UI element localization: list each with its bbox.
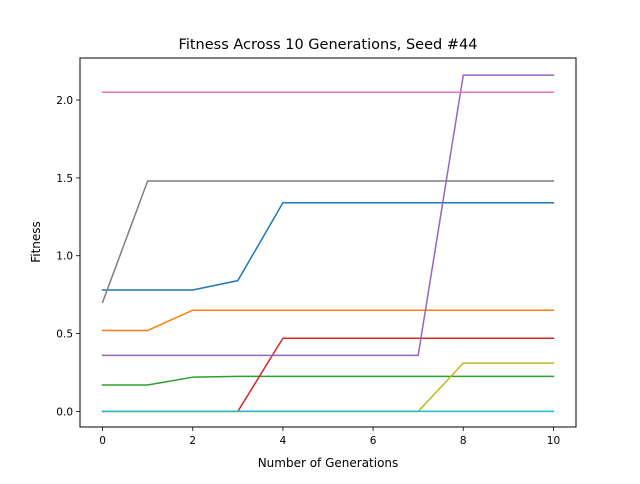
x-axis-ticks: 0 2 4 6 8 10 (99, 427, 560, 447)
y-axis-label: Fitness (29, 221, 43, 263)
y-tick-label: 1.5 (56, 173, 73, 185)
series-line-1 (101, 202, 555, 291)
series-line-5 (101, 74, 555, 357)
y-tick-label: 0.5 (56, 329, 73, 341)
x-tick-label: 4 (280, 435, 287, 447)
chart-title: Fitness Across 10 Generations, Seed #44 (179, 37, 478, 53)
x-tick-label: 8 (460, 435, 467, 447)
series-line-2 (101, 309, 555, 332)
x-tick-label: 0 (99, 435, 106, 447)
axes-frame (79, 57, 577, 428)
y-tick-label: 1.0 (56, 251, 73, 263)
x-axis-label: Number of Generations (258, 456, 399, 470)
x-tick-label: 6 (370, 435, 377, 447)
series-line-3 (101, 375, 555, 386)
x-tick-label: 10 (547, 435, 560, 447)
y-axis-ticks: 0.0 0.5 1.0 1.5 2.0 (56, 95, 80, 418)
plot-area (101, 74, 555, 413)
x-tick-label: 2 (189, 435, 196, 447)
y-tick-label: 2.0 (56, 95, 73, 107)
series-line-7 (101, 180, 555, 304)
y-tick-label: 0.0 (56, 406, 73, 418)
